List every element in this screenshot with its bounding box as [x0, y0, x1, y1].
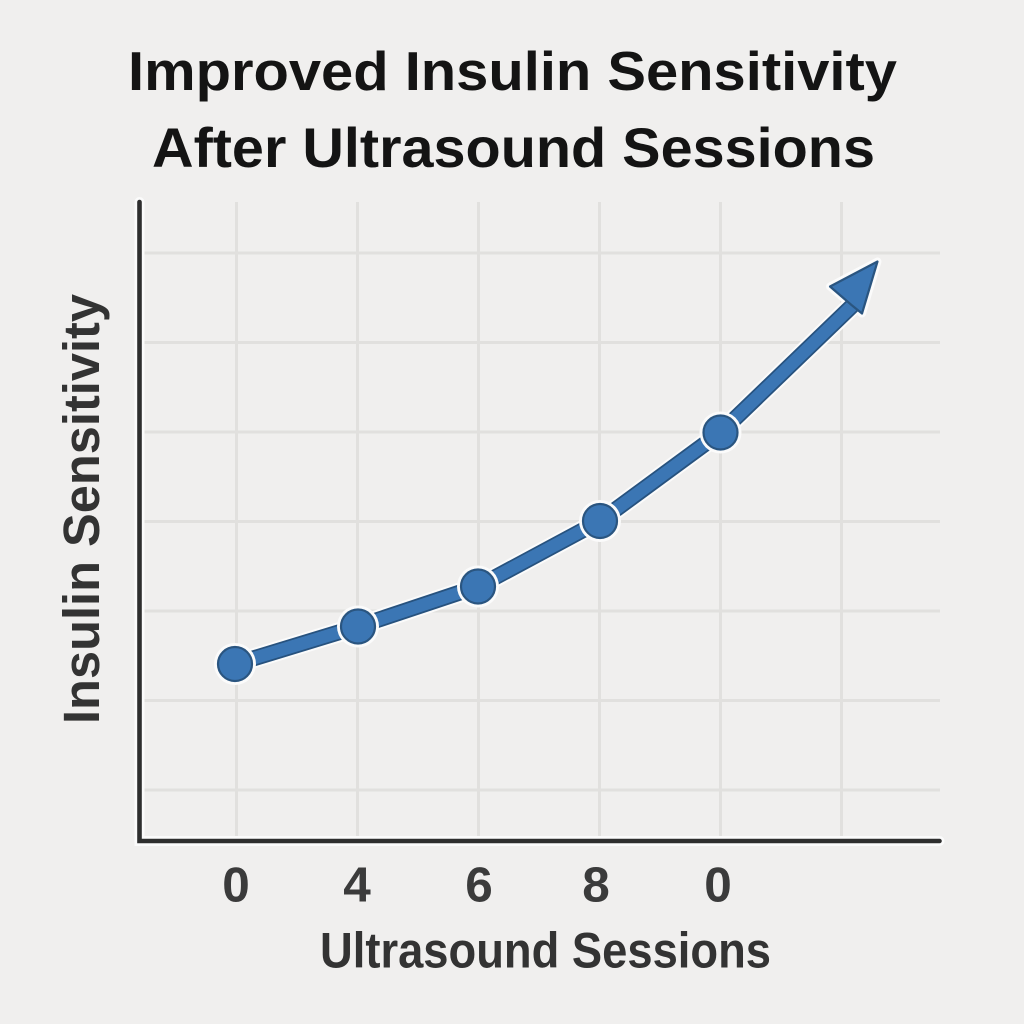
svg-text:8: 8: [582, 858, 610, 913]
svg-text:After Ultrasound Sessions: After Ultrasound Sessions: [152, 116, 875, 179]
svg-text:Insulin Sensitivity: Insulin Sensitivity: [53, 293, 110, 724]
svg-text:6: 6: [465, 858, 493, 913]
svg-text:Improved Insulin Sensitivity: Improved Insulin Sensitivity: [128, 40, 897, 102]
svg-text:Ultrasound Sessions: Ultrasound Sessions: [320, 923, 771, 979]
svg-text:0: 0: [222, 858, 250, 913]
svg-text:4: 4: [343, 858, 371, 913]
svg-text:0: 0: [704, 858, 732, 913]
